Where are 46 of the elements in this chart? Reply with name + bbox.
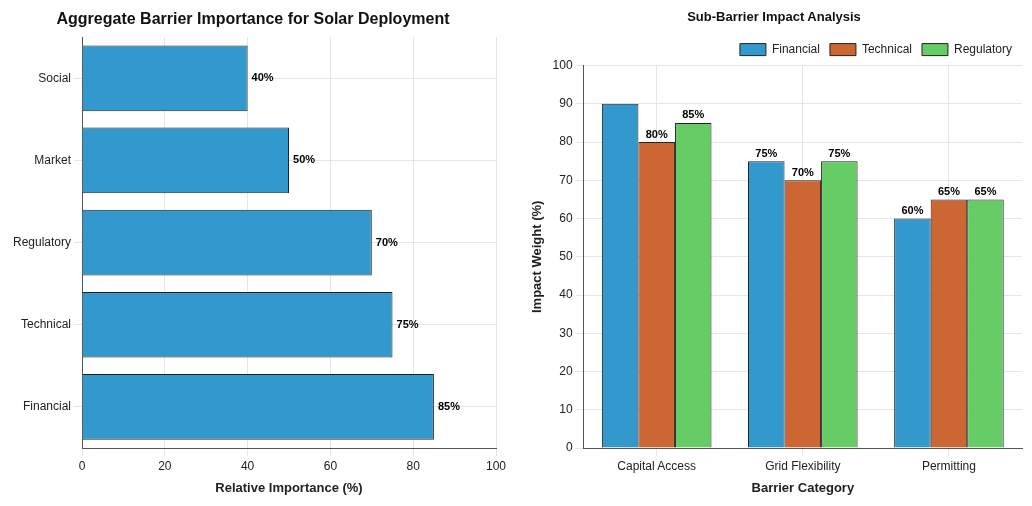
data-label: 75% (396, 317, 419, 330)
y-tick-label: Financial (23, 399, 72, 414)
data-label: 40% (251, 71, 274, 84)
data-label: 60% (901, 204, 924, 217)
y-axis-title: Impact Weight (%) (529, 200, 545, 314)
x-tick-label: 100 (485, 458, 507, 473)
y-tick-label: 70 (559, 172, 573, 187)
x-tick-label: 80 (406, 458, 421, 473)
y-tick-label: 0 (565, 440, 573, 455)
y-tick-label: 50 (559, 249, 573, 264)
y-tick-label: Social (38, 70, 72, 85)
x-tick-label: 0 (78, 458, 86, 473)
data-label: 70% (791, 165, 815, 178)
legend-label: Technical (861, 41, 912, 56)
x-axis-title: Relative Importance (%) (215, 479, 363, 495)
y-tick-label: 100 (552, 57, 573, 72)
x-tick-label: 20 (158, 458, 172, 473)
y-tick-label: 90 (559, 96, 573, 111)
chart-title: Aggregate Barrier Importance for Solar Deployment (56, 10, 451, 28)
chart-title: Sub-Barrier Impact Analysis (687, 9, 861, 25)
y-tick-label: Technical (21, 317, 72, 332)
data-label: 80% (645, 127, 668, 140)
data-label: 65% (974, 184, 997, 197)
data-label: 85% (682, 108, 705, 121)
data-label: 75% (828, 146, 851, 159)
y-tick-label: 20 (559, 363, 573, 378)
y-tick-label: Regulatory (13, 234, 72, 249)
x-tick-label: 40 (240, 458, 255, 473)
x-tick-label: Permitting (921, 458, 976, 473)
y-tick-label: 30 (559, 325, 573, 340)
y-tick-label: Market (34, 152, 72, 167)
y-tick-label: 10 (559, 402, 573, 417)
x-tick-label: 60 (323, 458, 338, 473)
y-tick-label: 80 (559, 134, 573, 149)
x-axis-title: Barrier Category (751, 479, 855, 495)
x-tick-label: Grid Flexibility (765, 458, 841, 473)
legend-label: Financial (771, 41, 820, 56)
data-label: 50% (293, 153, 316, 166)
x-tick-label: Capital Access (617, 458, 697, 473)
y-tick-label: 60 (559, 210, 573, 225)
data-label: 75% (755, 146, 778, 159)
data-label: 65% (937, 184, 961, 197)
data-label: 70% (375, 235, 399, 248)
legend-label: Regulatory (953, 41, 1012, 56)
data-label: 85% (437, 399, 461, 412)
y-tick-label: 40 (559, 287, 573, 302)
